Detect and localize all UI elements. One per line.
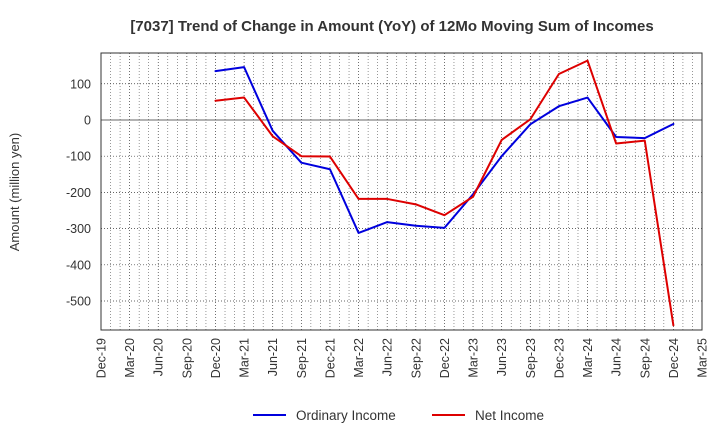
plot-border	[100, 52, 703, 331]
x-tick-label: Mar-21	[238, 338, 252, 378]
x-tick-label: Sep-20	[180, 338, 194, 378]
x-tick-label: Jun-21	[266, 338, 280, 376]
x-tick-label: Mar-23	[467, 338, 481, 378]
legend: Ordinary Income Net Income	[253, 408, 544, 423]
y-tick-label: 0	[84, 113, 91, 127]
y-axis-label: Amount (million yen)	[7, 133, 22, 252]
legend-label-1: Net Income	[475, 408, 544, 423]
grid-layer	[100, 52, 703, 331]
x-tick-label: Dec-20	[209, 338, 223, 378]
x-tick-label: Sep-23	[524, 338, 538, 378]
x-tick-label: Dec-19	[95, 338, 109, 378]
y-tick-label: -200	[66, 186, 91, 200]
series-layer	[214, 59, 675, 327]
x-tick-label: Dec-22	[438, 338, 452, 378]
x-tick-label: Sep-21	[295, 338, 309, 378]
legend-label-0: Ordinary Income	[296, 408, 396, 423]
series-line-1	[214, 59, 675, 327]
y-tick-label: 100	[70, 77, 91, 91]
x-tick-label: Dec-24	[667, 338, 681, 378]
x-tick-label: Mar-24	[581, 338, 595, 378]
x-tick-label: Mar-25	[696, 338, 710, 378]
x-tick-label: Mar-22	[352, 338, 366, 378]
x-tick-labels: Dec-19 Mar-20 Jun-20 Sep-20 Dec-20 Mar-21 Jun-…	[95, 338, 710, 378]
series-line-0	[214, 66, 675, 234]
x-tick-label: Jun-20	[152, 338, 166, 376]
y-tick-label: -500	[66, 295, 91, 309]
x-tick-label: Mar-20	[123, 338, 137, 378]
y-tick-label: -300	[66, 222, 91, 236]
chart-title: [7037] Trend of Change in Amount (YoY) o…	[130, 18, 653, 35]
x-tick-label: Sep-22	[409, 338, 423, 378]
x-tick-label: Jun-24	[610, 338, 624, 376]
x-tick-label: Jun-23	[495, 338, 509, 376]
x-tick-label: Dec-21	[323, 338, 337, 378]
plot-area	[101, 53, 702, 330]
x-tick-label: Sep-24	[638, 338, 652, 378]
y-tick-label: -400	[66, 258, 91, 272]
x-tick-label: Dec-23	[552, 338, 566, 378]
x-tick-label: Jun-22	[381, 338, 395, 376]
y-tick-label: -100	[66, 150, 91, 164]
y-tick-labels: 100 0 -100 -200 -300 -400 -500	[66, 77, 91, 308]
